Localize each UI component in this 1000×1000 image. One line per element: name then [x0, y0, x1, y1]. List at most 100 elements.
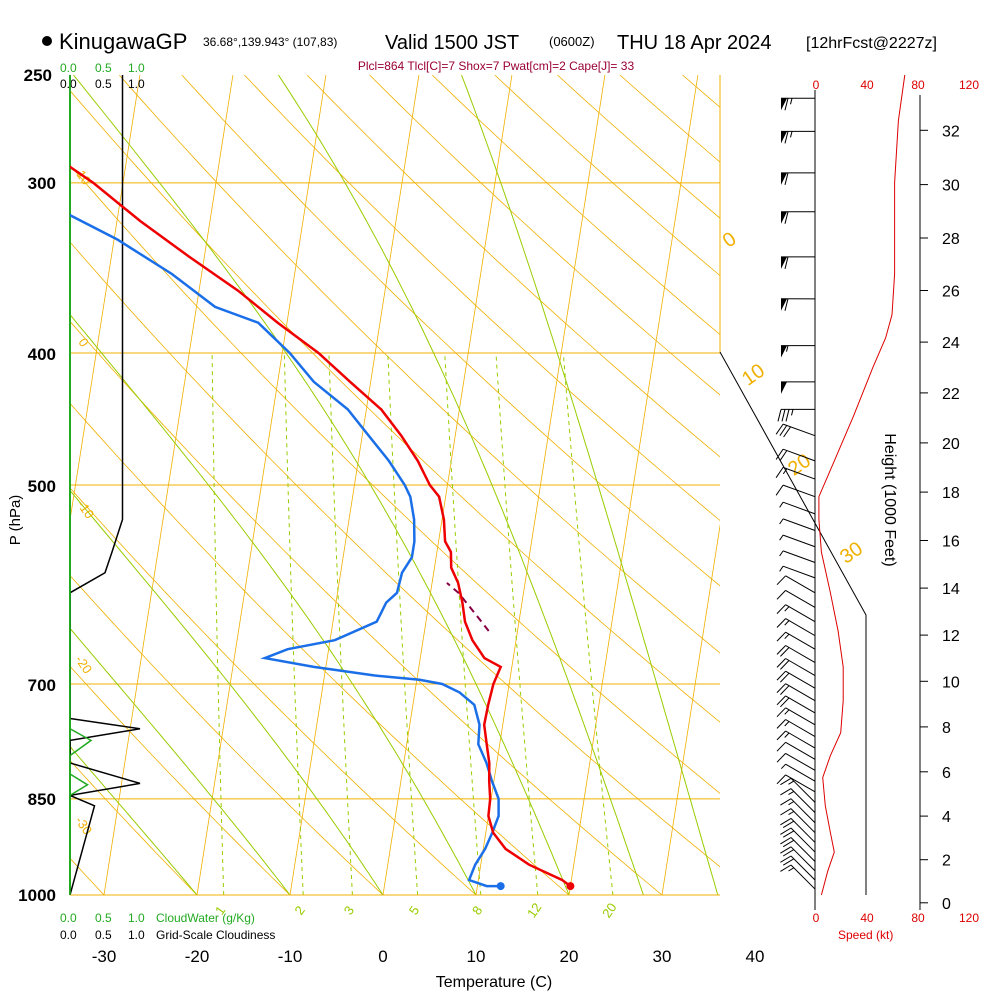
cloud-top-green-tick-0: 0.0 — [60, 61, 77, 75]
wind-barb — [775, 484, 816, 498]
pressure-axis-label: P (hPa) — [7, 495, 24, 546]
wind-barb — [780, 763, 816, 782]
dry-adiabat-line — [244, 75, 720, 522]
cloud-bottom-green-tick-1: 0.5 — [95, 911, 112, 925]
height-tick-label-0: 0 — [942, 896, 951, 913]
wind-barb — [780, 808, 816, 834]
wind-speed-profile-line — [818, 74, 906, 896]
wind-barbs — [775, 97, 816, 890]
moist-adiabat-line — [461, 75, 719, 895]
dry-adiabat-line — [0, 75, 11, 895]
surface-temperature-point — [566, 882, 575, 891]
mixing-ratio-line — [495, 352, 539, 895]
wind-barb — [776, 658, 816, 676]
wind-barb — [776, 604, 816, 623]
wind-barb — [776, 670, 816, 689]
isotherm-line — [103, 75, 234, 895]
station-coords: 36.68°,139.943° (107,83) — [203, 35, 337, 49]
height-tick-label-28: 28 — [942, 231, 960, 248]
cloud-bottom-green-tick-0: 0.0 — [60, 911, 77, 925]
cloud-top-black-tick-0: 0.0 — [60, 77, 77, 91]
mixing-ratio-label-2: 2 — [291, 903, 307, 918]
moist-adiabat-line — [70, 745, 198, 895]
isotherm-line — [755, 75, 884, 895]
cloud-panel: 0.0 0.5 1.0 0.0 0.5 1.0 0.0 0.5 1.0 Clou… — [60, 61, 275, 942]
surface-dewpoint-point — [496, 882, 505, 891]
wind-barb — [780, 788, 816, 813]
height-tick-label-22: 22 — [942, 386, 960, 403]
mixing-ratio-line — [211, 352, 225, 895]
mixing-ratio-label-3: 3 — [341, 903, 357, 918]
speed-top-tick-40: 40 — [860, 78, 874, 92]
moist-adiabat-line — [70, 489, 384, 895]
cloud-bottom-black-tick-0: 0.0 — [60, 928, 77, 942]
cloud-top-black-tick-2: 1.0 — [128, 77, 145, 91]
chart-header: KinugawaGP 36.68°,139.943° (107,83) Vali… — [42, 29, 937, 73]
height-tick-label-18: 18 — [942, 485, 960, 502]
height-tick-label-30: 30 — [942, 178, 960, 195]
temp-tick-0: 0 — [378, 947, 387, 966]
dry-adiabat-line — [306, 75, 720, 458]
height-tick-label-8: 8 — [942, 720, 951, 737]
wind-barb — [779, 501, 816, 515]
dry-adiabat-line — [70, 574, 384, 895]
wind-barb — [779, 518, 816, 531]
wind-barb — [776, 589, 816, 608]
dry-adiabat-line — [70, 320, 663, 895]
moist-adiabat-label: 30 — [836, 538, 867, 569]
dry-adiabat-line — [369, 75, 720, 396]
zulu-time: (0600Z) — [549, 34, 595, 49]
pressure-tick-1000: 1000 — [18, 886, 56, 905]
mixing-ratio-line — [387, 352, 419, 895]
speed-top-tick-80: 80 — [911, 78, 925, 92]
height-tick-label-10: 10 — [942, 674, 960, 691]
dry-adiabat-line — [70, 487, 477, 895]
wind-barb — [780, 798, 816, 824]
wind-barb — [775, 423, 816, 438]
wind-barb — [776, 631, 816, 650]
wind-barb — [780, 97, 816, 111]
wind-barb — [779, 565, 816, 579]
moist-adiabat-line — [277, 75, 644, 895]
isotherm-line — [70, 75, 141, 523]
cloud-bottom-black-tick-1: 0.5 — [95, 928, 112, 942]
wind-barb — [780, 846, 816, 872]
cloud-water-label: CloudWater (g/Kg) — [156, 911, 255, 925]
cloud-bottom-green-tick-2: 1.0 — [128, 911, 145, 925]
thermo-background — [0, 75, 884, 895]
cloud-top-green-tick-1: 0.5 — [95, 61, 112, 75]
wind-barb — [776, 645, 816, 663]
height-tick-label-14: 14 — [942, 581, 960, 598]
wind-barb — [780, 381, 816, 394]
pressure-tick-400: 400 — [28, 345, 56, 364]
dry-adiabat-line — [70, 241, 720, 868]
wind-barb — [780, 864, 816, 890]
speed-top-tick-120: 120 — [959, 78, 979, 92]
mixing-ratio-label-12: 12 — [524, 900, 545, 920]
wind-barb — [776, 683, 816, 702]
wind-speed-panel: 0 40 80 120 0 40 80 120 Speed (kt) — [775, 74, 979, 942]
moist-adiabat-line — [73, 75, 570, 895]
isotherm-line — [382, 75, 513, 895]
temperature-axis: -30 -20 -10 0 10 20 30 40 Temperature (C… — [92, 947, 765, 991]
speed-bottom-tick-40: 40 — [860, 911, 874, 925]
wind-barb — [780, 130, 816, 144]
isotherm-line — [475, 75, 606, 895]
dry-adiabat-line — [70, 665, 291, 895]
mixing-ratio-label-8: 8 — [469, 903, 485, 918]
dry-adiabat-label: 0 — [75, 335, 91, 350]
height-tick-label-32: 32 — [942, 123, 960, 140]
pressure-axis: 250 300 400 500 700 850 1000 P (hPa) — [7, 66, 56, 905]
isotherm-line — [196, 75, 327, 895]
mixing-ratio-label-5: 5 — [406, 903, 422, 918]
cloud-water-profile-line — [70, 75, 93, 895]
wind-barb — [780, 345, 816, 358]
wind-barb — [779, 534, 816, 548]
height-tick-label-26: 26 — [942, 284, 960, 301]
mixing-ratio-label-20: 20 — [599, 900, 620, 920]
isotherm-line — [289, 75, 420, 895]
dry-adiabat-line — [70, 89, 720, 723]
speed-bottom-tick-0: 0 — [813, 911, 820, 925]
